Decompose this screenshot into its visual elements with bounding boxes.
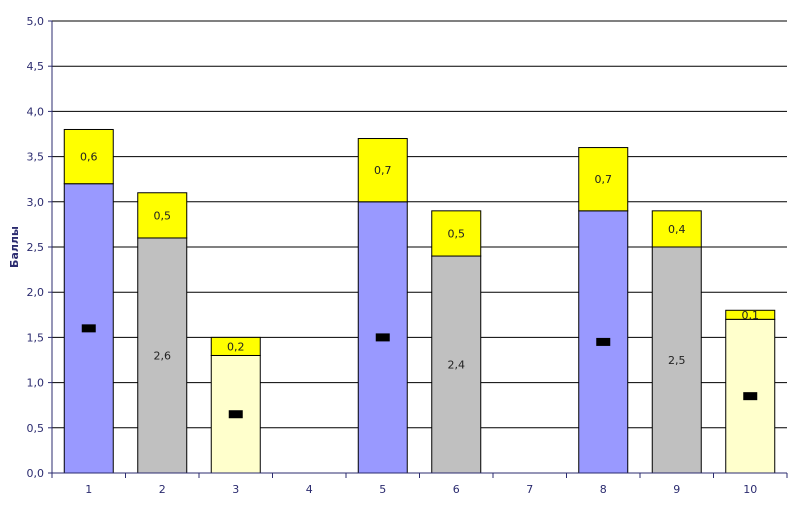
x-tick-label: 5	[379, 483, 386, 496]
y-tick-label: 0,0	[27, 467, 45, 480]
bar-base-segment	[137, 237, 188, 474]
x-tick-label: 7	[526, 483, 533, 496]
bar-top-segment	[651, 210, 702, 248]
data-label: 0,7	[595, 173, 613, 186]
data-label: 2,4	[448, 359, 466, 372]
bar-base-segment	[651, 246, 702, 474]
bar-top-segment	[357, 138, 408, 203]
y-tick-label: 2,5	[27, 241, 45, 254]
marker-point	[81, 324, 96, 333]
x-tick-label: 10	[743, 483, 757, 496]
y-tick-label: 5,0	[27, 15, 45, 28]
marker-point	[743, 392, 758, 401]
y-tick-label: 4,5	[27, 60, 45, 73]
y-tick-label: 2,0	[27, 286, 45, 299]
bar-top-segment	[63, 128, 114, 185]
data-label: 0,5	[154, 209, 172, 222]
marker-point	[375, 333, 390, 342]
y-tick-label: 4,0	[27, 105, 45, 118]
data-label: 2,5	[668, 354, 686, 367]
y-tick-label: 0,5	[27, 422, 45, 435]
y-axis-label: Баллы	[8, 226, 21, 268]
y-tick-label: 1,0	[27, 377, 45, 390]
y-tick-label: 3,0	[27, 196, 45, 209]
x-tick-label: 6	[453, 483, 460, 496]
bar-base-segment	[431, 255, 482, 474]
marker-point	[228, 410, 243, 419]
data-label: 0,4	[668, 223, 686, 236]
x-tick-label: 1	[85, 483, 92, 496]
bar-top-segment	[210, 336, 261, 356]
bars: 0,6 2,6 0,5 0,2 0,7 2,4 0,5 0,7 2,5 0,4 0,1	[63, 128, 776, 474]
data-label: 2,6	[154, 349, 172, 362]
bar-top-segment	[431, 210, 482, 257]
x-tick-label: 4	[306, 483, 313, 496]
axes: 0,0 0,5 1,0 1,5 2,0 2,5 3,0 3,5 4,0 4,5 5,0 1 2 3 4 5 6 7…	[27, 15, 788, 496]
y-tick-label: 3,5	[27, 151, 45, 164]
data-label: 0,6	[80, 151, 98, 164]
x-tick-label: 2	[159, 483, 166, 496]
data-label: 0,7	[374, 164, 392, 177]
x-tick-label: 8	[600, 483, 607, 496]
y-tick-label: 1,5	[27, 331, 45, 344]
x-tick-label: 3	[232, 483, 239, 496]
marker-point	[596, 337, 611, 346]
bar-top-segment	[578, 147, 629, 212]
x-tick-label: 9	[673, 483, 680, 496]
data-label: 0,2	[227, 340, 245, 353]
bar-top-segment	[137, 192, 188, 239]
data-label: 0,1	[742, 309, 760, 322]
data-label: 0,5	[448, 227, 466, 240]
bar-top-segment	[725, 309, 776, 320]
